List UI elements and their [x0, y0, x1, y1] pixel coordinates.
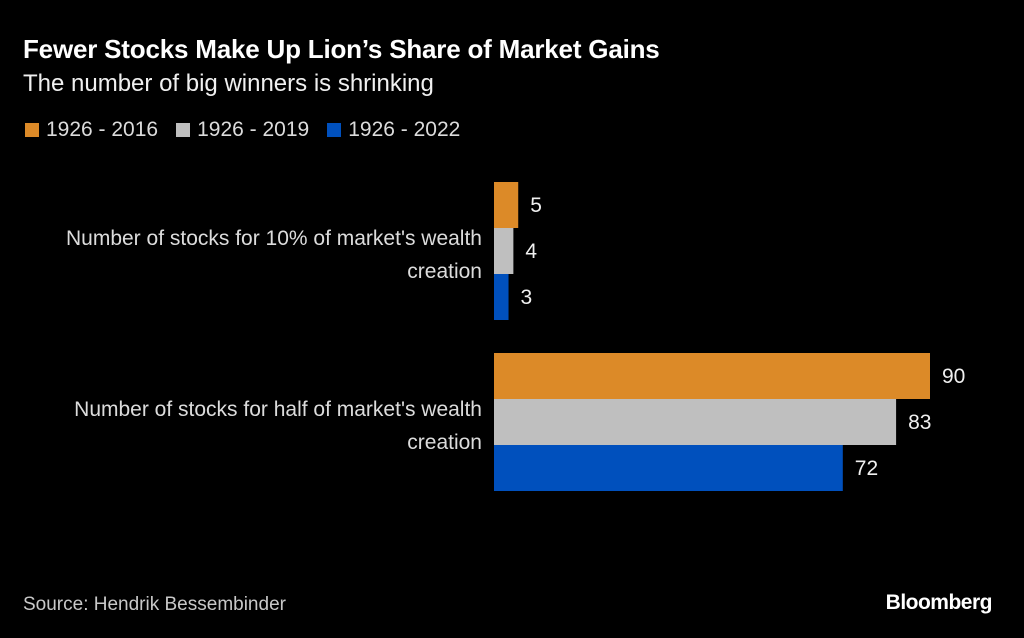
chart-subtitle: The number of big winners is shrinking	[23, 70, 434, 97]
legend-swatch-blue	[327, 123, 342, 137]
category-label-10-percent: Number of stocks for 10% of market's wea…	[65, 227, 482, 283]
source-note: Source: Hendrik Bessembinder	[23, 594, 286, 615]
legend-item-1926-2019: 1926 - 2019	[176, 118, 309, 142]
data-label: 72	[855, 457, 878, 480]
chart-title: Fewer Stocks Make Up Lion’s Share of Mar…	[23, 34, 660, 64]
bar-1926-2019-cat2	[494, 399, 897, 445]
legend-label: 1926 - 2019	[197, 118, 310, 141]
category-label-half: Number of stocks for half of market's we…	[74, 398, 482, 454]
data-label: 83	[908, 411, 931, 434]
data-label: 3	[521, 286, 533, 309]
legend: 1926 - 2016 1926 - 2019 1926 - 2022	[25, 118, 460, 142]
bar-1926-2019-cat1	[494, 228, 514, 274]
legend-item-1926-2016: 1926 - 2016	[25, 118, 158, 142]
data-label: 4	[525, 240, 537, 263]
data-label: 5	[530, 194, 542, 217]
bar-1926-2016-cat1	[494, 182, 519, 228]
legend-label: 1926 - 2022	[348, 118, 461, 141]
bloomberg-logo: Bloomberg	[885, 591, 993, 614]
legend-swatch-orange	[25, 123, 39, 137]
data-label: 90	[942, 365, 965, 388]
legend-label: 1926 - 2016	[46, 118, 159, 141]
bar-1926-2022-cat2	[494, 445, 843, 491]
legend-swatch-gray	[176, 123, 191, 137]
bar-1926-2016-cat2	[494, 353, 930, 399]
legend-item-1926-2022: 1926 - 2022	[327, 118, 460, 142]
bar-1926-2022-cat1	[494, 274, 509, 320]
